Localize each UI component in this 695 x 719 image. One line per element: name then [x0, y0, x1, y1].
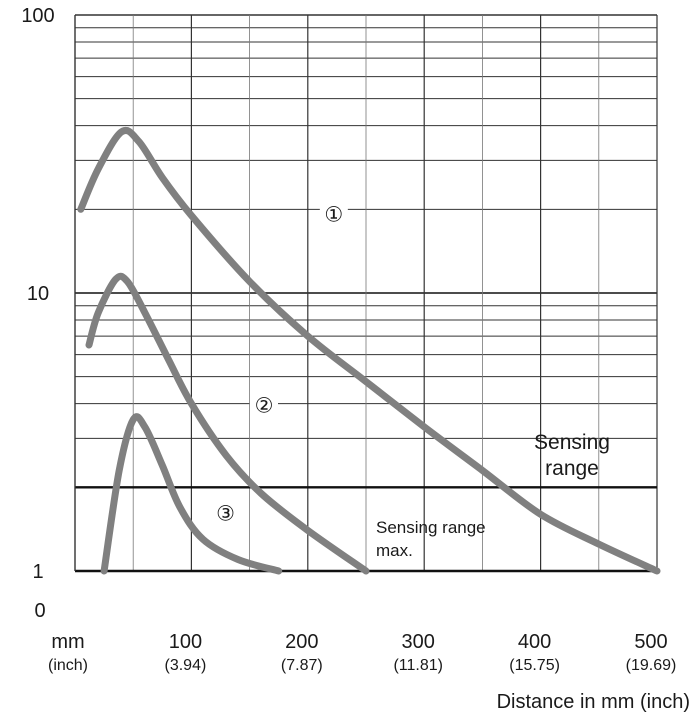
labels: mm (inch) 0 Distance in mm (inch) Sensin…	[21, 5, 690, 713]
x-tick-label: 500	[634, 631, 667, 653]
x-tick-sublabel: (19.69)	[626, 657, 677, 674]
series-1-line	[77, 126, 661, 575]
x-axis-title: Distance in mm (inch)	[497, 691, 690, 713]
series-1-marker: ①	[324, 204, 343, 227]
x-tick-sublabel: (3.94)	[165, 657, 207, 674]
x-tick-label: 300	[402, 631, 435, 653]
series-3-marker: ③	[216, 502, 235, 525]
x-unit-label: mm	[51, 631, 84, 653]
series-2-marker: ②	[255, 395, 274, 418]
y-tick-label: 100	[21, 5, 54, 27]
x-tick-label: 100	[169, 631, 202, 653]
x-tick-label: 400	[518, 631, 551, 653]
series-group: ① ② ③	[77, 126, 661, 575]
y-tick-label: 10	[27, 283, 49, 305]
x-tick-label: 200	[285, 631, 318, 653]
series-3-marker-bg	[211, 498, 240, 527]
sensing-range-label-line2: range	[545, 457, 599, 480]
y-zero-label: 0	[34, 600, 45, 622]
sensing-range-max-label-line1: Sensing range	[376, 518, 486, 537]
series-3-line	[100, 413, 283, 575]
sensing-range-label-line1: Sensing	[534, 431, 610, 454]
series-2-line	[85, 272, 370, 575]
series-2-marker-bg	[249, 390, 278, 419]
sensing-range-max-label-line2: max.	[376, 541, 413, 560]
x-unit-sub-label: (inch)	[48, 657, 88, 674]
y-tick-label: 1	[32, 561, 43, 583]
x-tick-sublabel: (11.81)	[393, 657, 443, 674]
x-tick-sublabel: (7.87)	[281, 657, 323, 674]
x-tick-sublabel: (15.75)	[509, 657, 560, 674]
series-1-marker-bg	[319, 199, 348, 228]
